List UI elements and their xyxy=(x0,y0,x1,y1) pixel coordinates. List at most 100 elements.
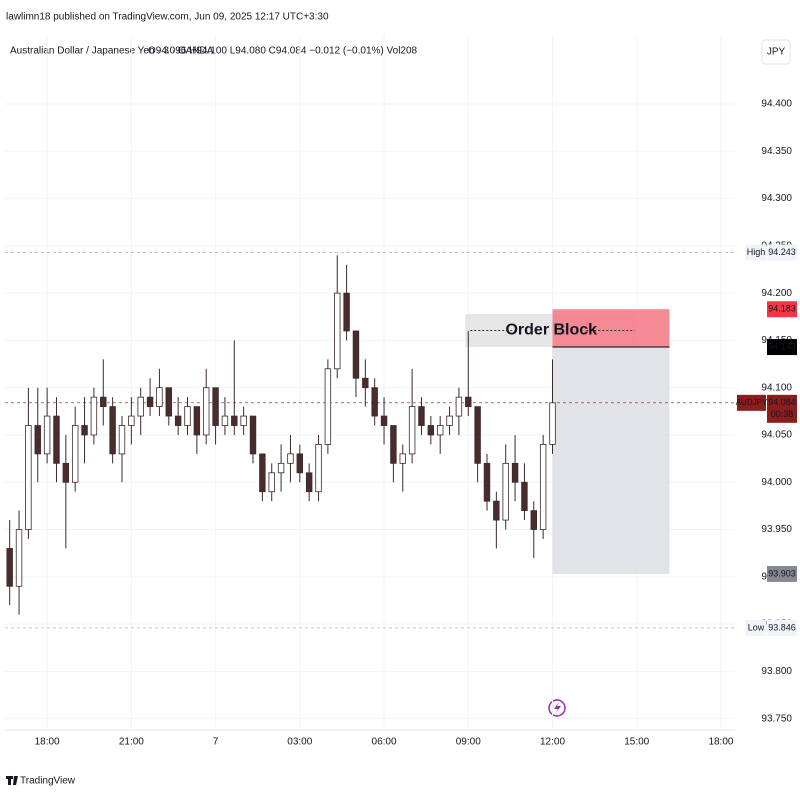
candle-body xyxy=(324,368,332,445)
x-tick-label: 15:00 xyxy=(624,737,649,748)
candle-body xyxy=(90,396,98,436)
candle-body xyxy=(25,425,32,530)
candle-body xyxy=(502,462,509,521)
y-tick-label: 94.000 xyxy=(761,477,792,488)
candle-body xyxy=(118,425,126,455)
low-badge: 93.846 xyxy=(768,622,796,632)
currency: JPY xyxy=(767,47,786,58)
candle-body xyxy=(521,481,528,512)
y-tick-label: 93.950 xyxy=(761,524,792,535)
lightning xyxy=(554,702,561,714)
candle-body xyxy=(483,462,491,502)
y-tick-label: 94.050 xyxy=(761,430,792,441)
candle-body xyxy=(231,415,238,426)
candle-body xyxy=(399,453,406,464)
candle-body xyxy=(343,292,350,332)
candle-body xyxy=(390,425,397,464)
high-badge: 94.243 xyxy=(768,247,796,257)
currency-button[interactable] xyxy=(761,39,791,65)
target-badge: 94.183 xyxy=(768,304,796,314)
candle-body xyxy=(221,415,229,426)
candle-body xyxy=(240,415,247,426)
low-tag-bg xyxy=(745,619,766,636)
y-tick-label: 94.400 xyxy=(761,99,792,110)
x-tick-label: 03:00 xyxy=(287,737,312,748)
x-tick-label: 12:00 xyxy=(540,737,565,748)
candle-body xyxy=(493,500,500,521)
candle-body xyxy=(43,415,51,455)
symbol-tag-bg xyxy=(737,394,766,411)
candle-body xyxy=(371,387,378,417)
candle-body xyxy=(156,387,163,408)
candle-body xyxy=(53,415,60,464)
countdown: 00:38 xyxy=(771,409,794,419)
candle-body xyxy=(465,396,472,408)
candle-body xyxy=(174,415,182,426)
candle-body xyxy=(362,377,369,389)
candle-body xyxy=(305,472,313,493)
candle-body xyxy=(549,402,556,445)
y-tick-label: 94.200 xyxy=(761,288,792,299)
candle-body xyxy=(380,415,388,426)
ohlc-legend: O94.096 H94.100 L94.080 C94.084 −0.012 (… xyxy=(148,46,418,57)
x-tick-label: 21:00 xyxy=(119,737,144,748)
entry-badge: 94.143 xyxy=(768,341,796,351)
candle-body xyxy=(287,453,294,464)
candle-body xyxy=(352,330,360,379)
low-badge-bg xyxy=(767,619,797,636)
candle-body xyxy=(100,396,107,408)
candle-body xyxy=(81,425,88,436)
candle-body xyxy=(62,462,70,483)
published-line: lawlimn18 published on TradingView.com, … xyxy=(6,12,329,23)
candle-body xyxy=(446,415,453,426)
high-badge-bg xyxy=(767,244,797,261)
x-tick-label: 18:00 xyxy=(35,737,60,748)
symbol-tag: AUDJPY xyxy=(736,398,768,407)
position-stop-zone xyxy=(552,347,670,574)
last-price: 94.084 xyxy=(768,397,796,407)
y-tick-label: 93.800 xyxy=(761,666,792,677)
candle-body xyxy=(146,396,154,408)
order-block-label: Order Block xyxy=(505,322,597,339)
x-tick-label: 18:00 xyxy=(708,737,733,748)
candle-body xyxy=(539,444,547,530)
candle-body xyxy=(277,462,285,474)
y-tick-label: 94.300 xyxy=(761,193,792,204)
candle-body xyxy=(137,396,144,417)
candle-body xyxy=(418,406,425,426)
candle-body xyxy=(334,292,341,370)
candle-body xyxy=(249,415,257,455)
candle-body xyxy=(6,548,13,587)
candle-body xyxy=(530,510,537,530)
y-tick-label: 94.350 xyxy=(761,146,792,157)
candle-body xyxy=(436,425,444,436)
candle-body xyxy=(474,406,481,464)
candle-body xyxy=(193,406,201,436)
x-tick-label: 06:00 xyxy=(372,737,397,748)
y-tick-label: 93.750 xyxy=(761,713,792,724)
candle-body xyxy=(109,406,116,455)
candle-body xyxy=(184,406,191,426)
candle-body xyxy=(408,406,416,455)
candle-body xyxy=(203,387,210,436)
candle-body xyxy=(128,415,135,426)
candle-body xyxy=(34,425,41,455)
candle-body xyxy=(268,472,275,493)
footer-brand: TradingView xyxy=(20,776,76,787)
candle-body xyxy=(259,453,266,493)
candle-body xyxy=(511,462,519,483)
stop-badge-bg xyxy=(767,565,797,582)
stop-badge: 93.903 xyxy=(768,568,796,578)
candle-body xyxy=(15,529,23,587)
x-tick-label: 7 xyxy=(213,737,219,748)
entry-badge-bg xyxy=(767,339,797,356)
candle-body xyxy=(71,425,79,483)
low-tag: Low xyxy=(748,622,765,632)
high-tag-bg xyxy=(745,244,766,261)
symbol-legend: Australian Dollar / Japanese Yen · 3 · O… xyxy=(10,46,214,57)
candle-body xyxy=(165,387,172,417)
last-badge-bg xyxy=(767,394,797,423)
candle-body xyxy=(296,453,304,474)
